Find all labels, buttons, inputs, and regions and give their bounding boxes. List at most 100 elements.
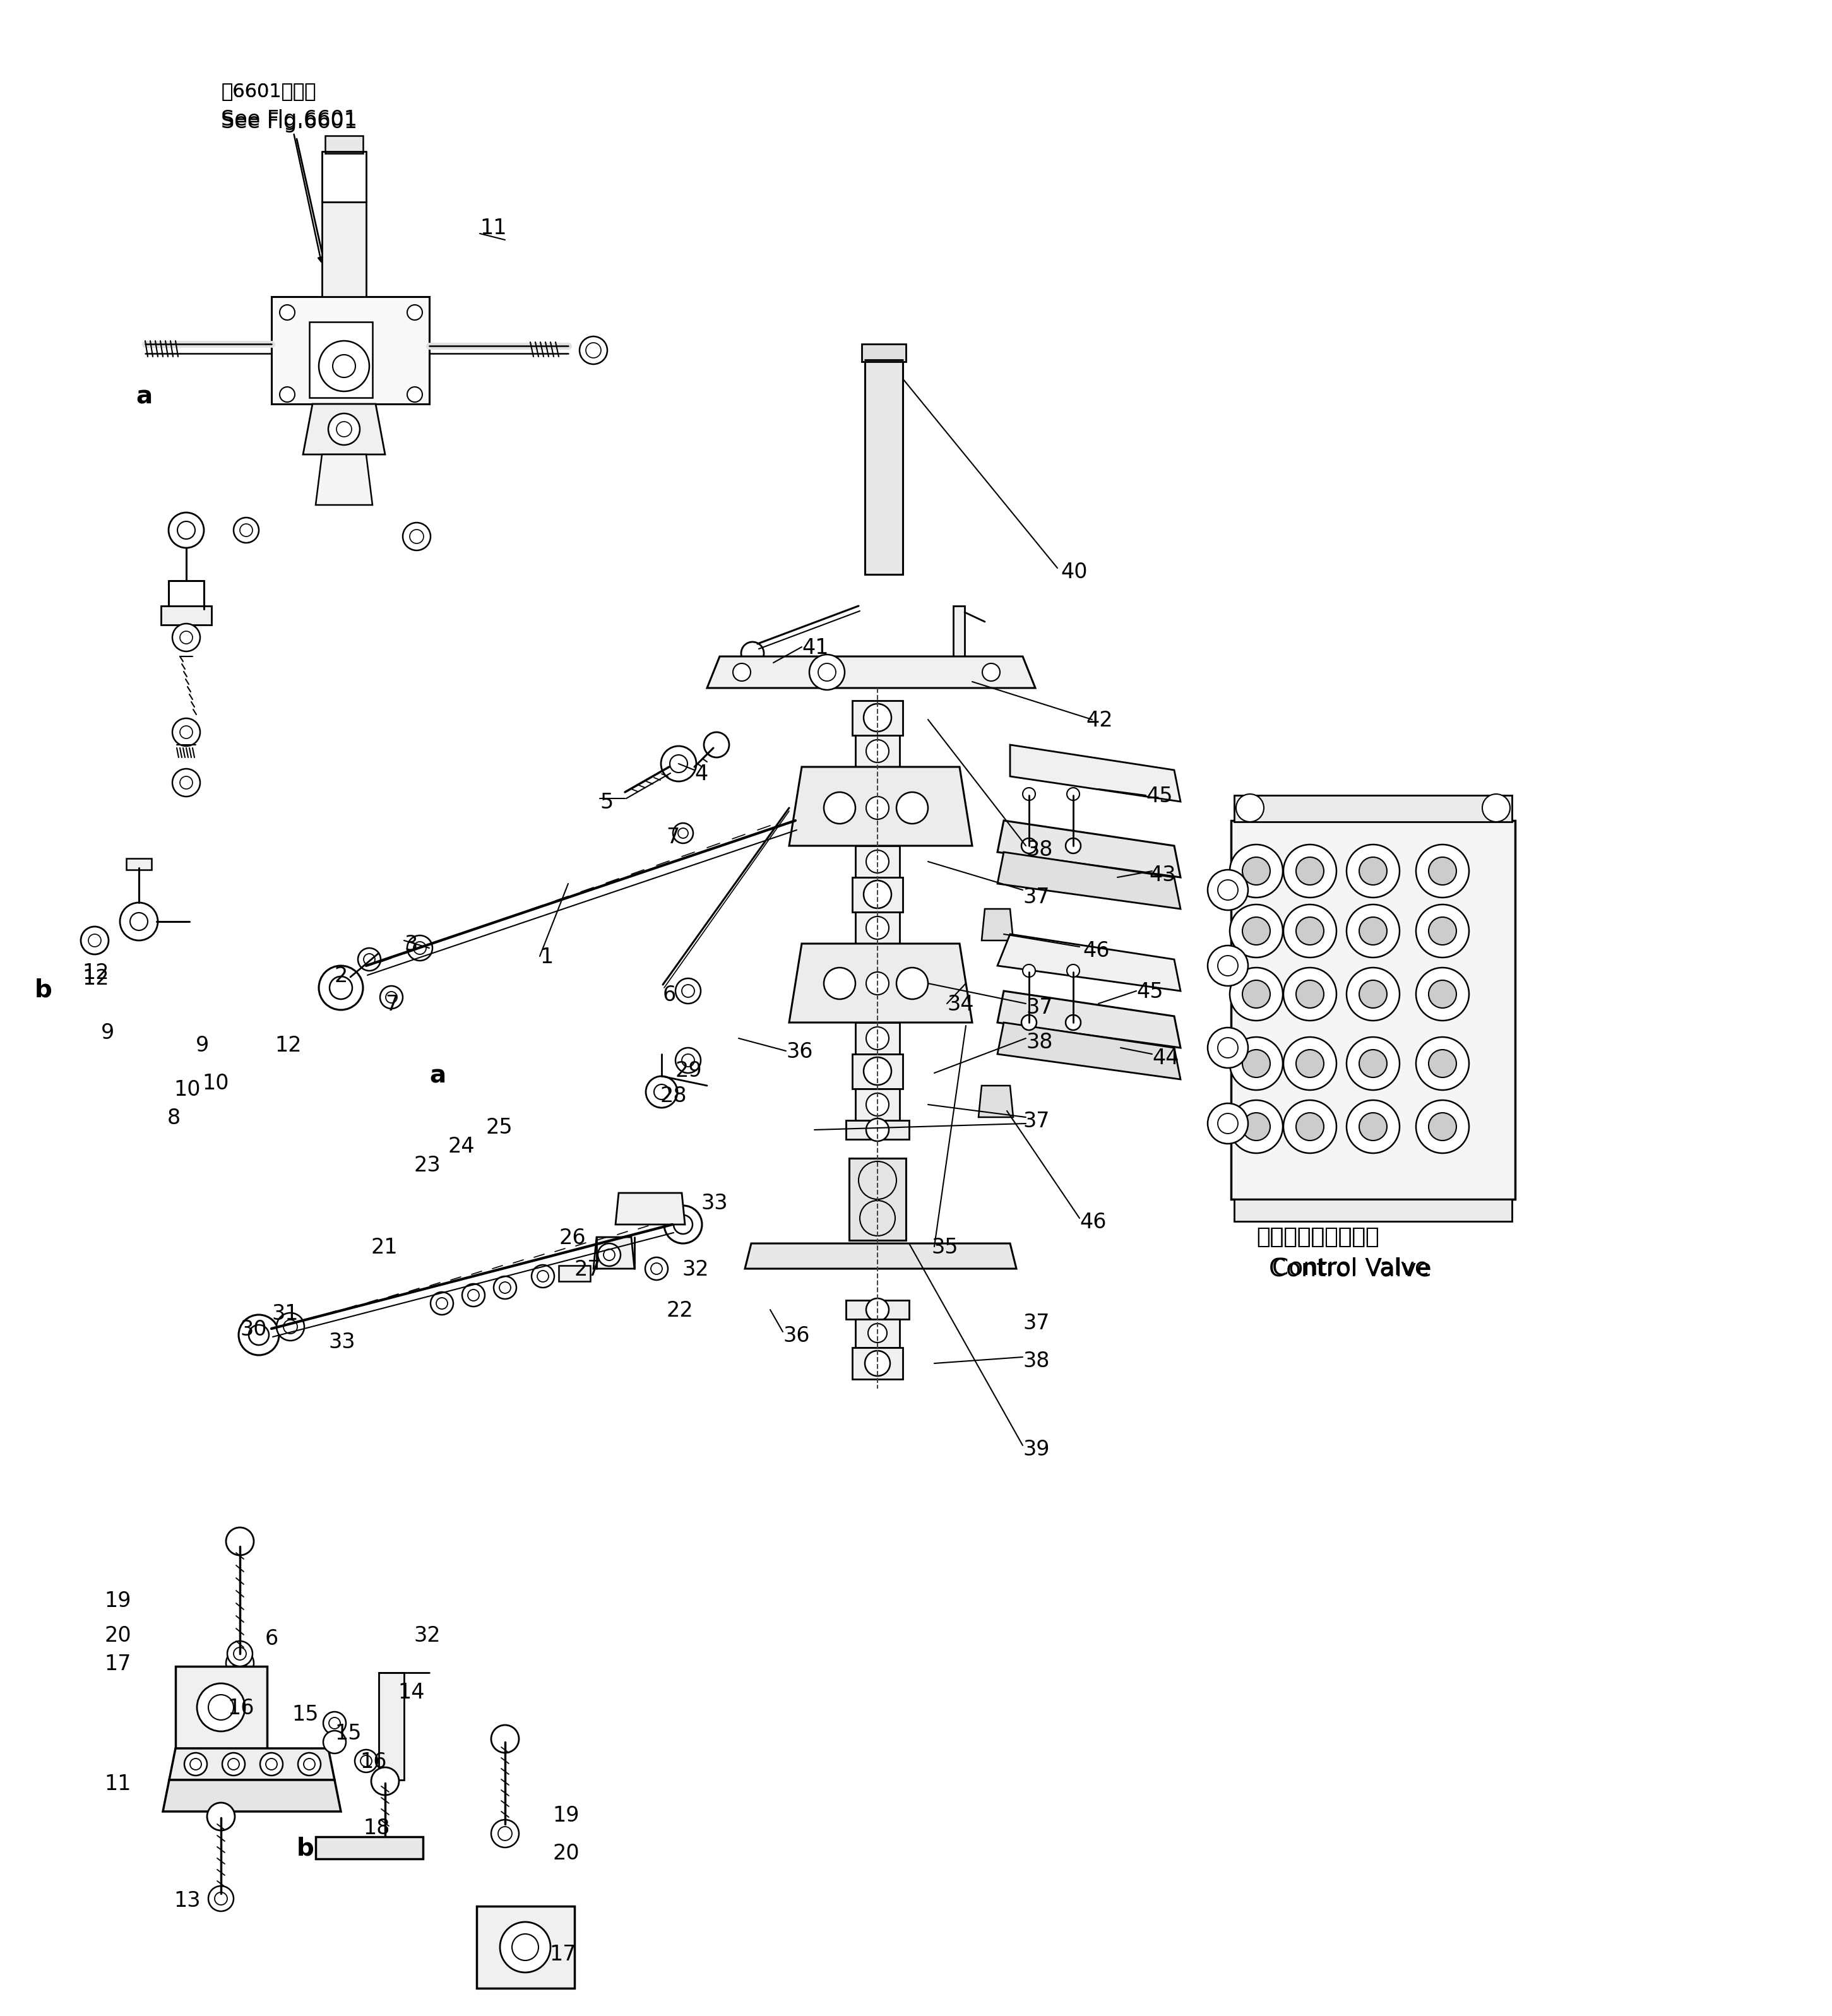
Circle shape — [355, 1750, 377, 1772]
Text: 21: 21 — [372, 1238, 398, 1258]
Circle shape — [500, 1921, 550, 1972]
Circle shape — [1416, 905, 1469, 958]
Polygon shape — [997, 1022, 1180, 1079]
Text: 26: 26 — [559, 1228, 586, 1248]
Circle shape — [1207, 946, 1248, 986]
Circle shape — [867, 1298, 889, 1320]
Text: 24: 24 — [449, 1137, 474, 1157]
Polygon shape — [1009, 744, 1180, 802]
Circle shape — [1066, 964, 1079, 978]
Circle shape — [1347, 1101, 1400, 1153]
Circle shape — [277, 1312, 304, 1341]
Circle shape — [1416, 1036, 1469, 1091]
Polygon shape — [302, 403, 385, 454]
Polygon shape — [997, 853, 1180, 909]
Circle shape — [1022, 788, 1035, 800]
Circle shape — [1347, 1036, 1400, 1091]
Circle shape — [1022, 1014, 1037, 1030]
Circle shape — [1429, 1113, 1456, 1141]
Text: コントロールバルブ: コントロールバルブ — [1257, 1226, 1379, 1248]
Text: 18: 18 — [363, 1818, 390, 1839]
Text: 9: 9 — [196, 1034, 209, 1056]
Circle shape — [647, 1077, 678, 1107]
Circle shape — [1229, 968, 1282, 1020]
Circle shape — [665, 1206, 702, 1244]
Polygon shape — [616, 1193, 685, 1224]
Circle shape — [982, 663, 1000, 681]
Bar — [322, 202, 366, 296]
Circle shape — [1229, 845, 1282, 897]
Circle shape — [810, 655, 845, 689]
Text: 45: 45 — [1145, 786, 1172, 806]
Text: 17: 17 — [550, 1943, 575, 1966]
Text: 14: 14 — [398, 1681, 425, 1704]
Text: 12: 12 — [82, 968, 108, 988]
Circle shape — [579, 337, 606, 365]
Text: 37: 37 — [1022, 1111, 1050, 1131]
Bar — [1231, 821, 1515, 1200]
Text: 23: 23 — [414, 1155, 440, 1175]
Bar — [848, 1159, 905, 1240]
Circle shape — [824, 792, 856, 825]
Circle shape — [1295, 980, 1325, 1008]
Circle shape — [1295, 1113, 1325, 1141]
Text: 46: 46 — [1083, 939, 1110, 962]
Circle shape — [867, 851, 889, 873]
Circle shape — [1242, 1113, 1270, 1141]
Bar — [856, 1318, 900, 1347]
Bar — [1235, 1200, 1511, 1222]
Circle shape — [209, 1887, 233, 1911]
Circle shape — [1066, 788, 1079, 800]
Circle shape — [407, 387, 423, 401]
Text: 31: 31 — [271, 1304, 299, 1325]
Circle shape — [865, 1351, 890, 1377]
Bar — [315, 1837, 423, 1859]
Circle shape — [357, 948, 381, 972]
Circle shape — [676, 1048, 700, 1073]
Bar — [1235, 794, 1511, 823]
Circle shape — [645, 1258, 669, 1280]
Text: 20: 20 — [104, 1625, 132, 1647]
Circle shape — [1416, 968, 1469, 1020]
Text: 33: 33 — [328, 1333, 355, 1353]
Text: 11: 11 — [480, 218, 507, 238]
Bar — [852, 1054, 903, 1089]
Circle shape — [1295, 857, 1325, 885]
Text: See Fig.6601: See Fig.6601 — [222, 109, 357, 131]
Text: 40: 40 — [1061, 562, 1088, 583]
Polygon shape — [315, 454, 372, 504]
Circle shape — [1482, 794, 1510, 823]
Text: a: a — [136, 385, 152, 409]
Circle shape — [1295, 1050, 1325, 1077]
Circle shape — [207, 1802, 234, 1831]
Text: 37: 37 — [1022, 1312, 1050, 1335]
Circle shape — [863, 704, 892, 732]
Text: コントロールバルブ: コントロールバルブ — [1257, 1226, 1379, 1248]
Circle shape — [227, 1641, 253, 1667]
Text: Control Valve: Control Valve — [1270, 1256, 1431, 1280]
Circle shape — [676, 978, 700, 1004]
Circle shape — [407, 304, 423, 321]
Circle shape — [280, 387, 295, 401]
Circle shape — [597, 1244, 621, 1266]
Circle shape — [1347, 968, 1400, 1020]
Circle shape — [531, 1264, 555, 1288]
Circle shape — [896, 968, 929, 1000]
Circle shape — [1237, 794, 1264, 823]
Circle shape — [1416, 845, 1469, 897]
Circle shape — [1242, 1050, 1270, 1077]
Bar — [865, 359, 903, 575]
Text: 36: 36 — [786, 1042, 813, 1062]
Text: 32: 32 — [682, 1260, 709, 1280]
Bar — [176, 1667, 267, 1748]
Circle shape — [1242, 980, 1270, 1008]
Circle shape — [1429, 1050, 1456, 1077]
Text: 第6601図参照: 第6601図参照 — [222, 83, 315, 101]
Circle shape — [867, 917, 889, 939]
Circle shape — [1022, 839, 1037, 853]
Bar — [856, 1022, 900, 1054]
Text: 7: 7 — [385, 994, 399, 1014]
Text: 38: 38 — [1022, 1351, 1050, 1371]
Circle shape — [233, 518, 258, 542]
Polygon shape — [594, 1238, 634, 1268]
